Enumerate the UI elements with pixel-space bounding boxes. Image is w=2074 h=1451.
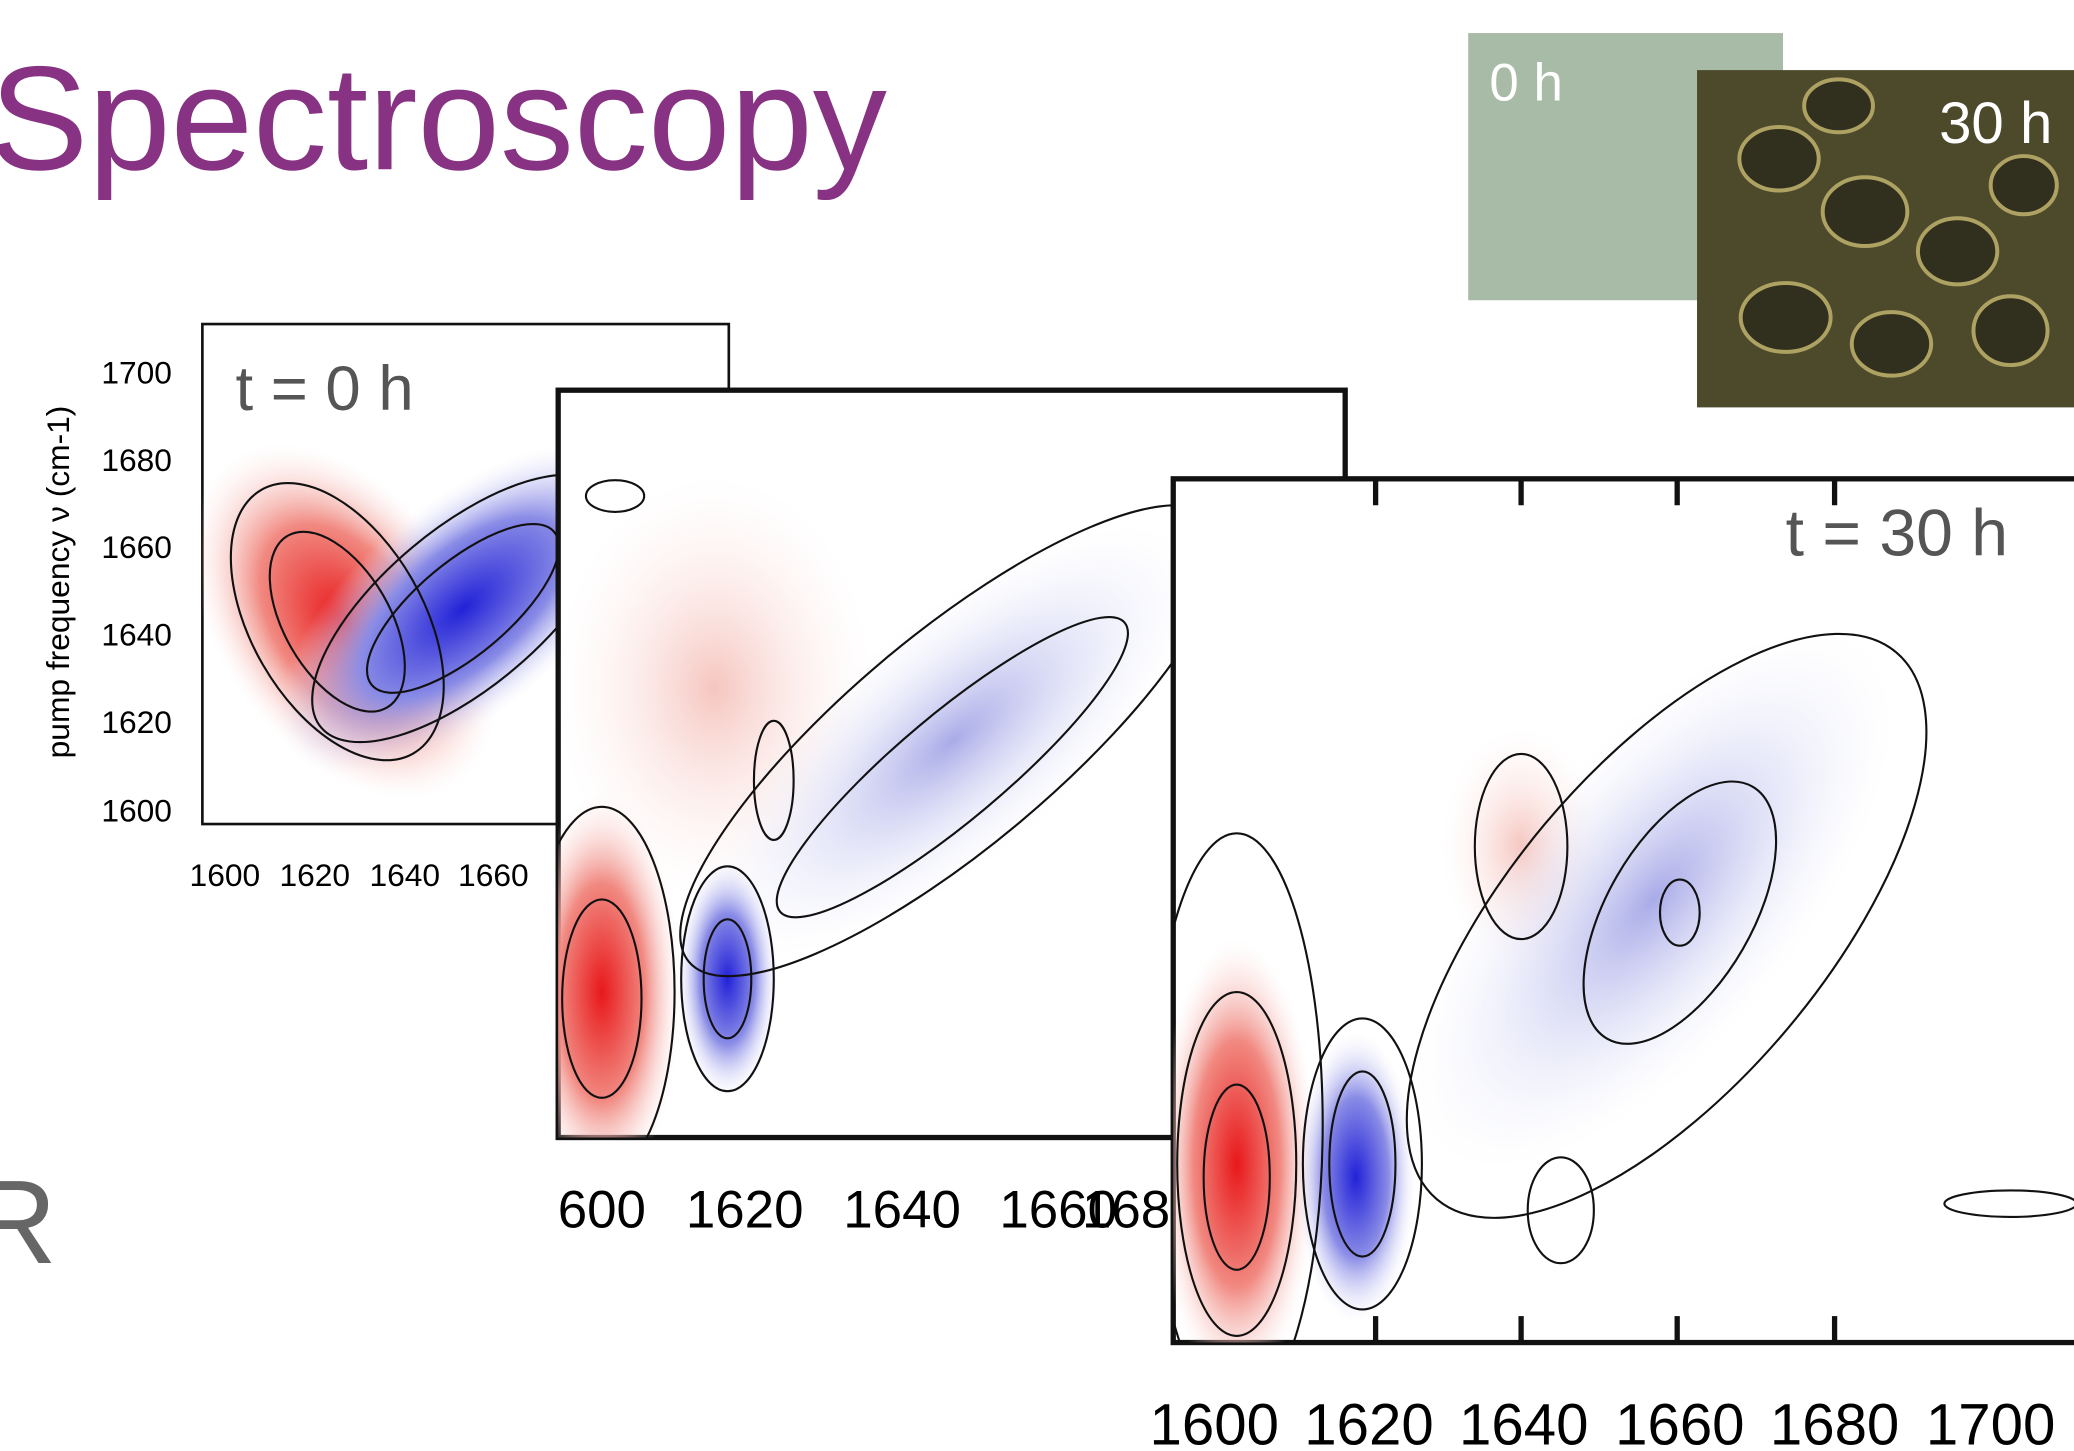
photo-30h (1697, 70, 2074, 408)
plot-panel: t = 30 h 1600 1620 1640 1660 1680 1700 (1150, 476, 2074, 1451)
x-tick-label: 1660 (458, 857, 529, 893)
y-tick-label: 1640 (101, 616, 172, 652)
x-tick-label: 1620 (1304, 1392, 1433, 1451)
x-tick-label: 1600 (1150, 1392, 1279, 1451)
y-tick-label: 1600 (101, 792, 172, 828)
y-tick-label: 1660 (101, 529, 172, 565)
photo-label: 30 h (1939, 91, 2052, 156)
slide-title: Spectroscopy (0, 36, 887, 201)
x-tick-label: 1600 (190, 857, 261, 893)
y-tick-label: 1620 (101, 704, 172, 740)
x-tick-label: 1700 (1926, 1392, 2055, 1451)
x-tick-label: 1660 (1615, 1392, 1744, 1451)
time-label: t = 0 h (235, 354, 413, 424)
x-tick-label: 1620 (280, 857, 351, 893)
x-tick-label: 600 (558, 1180, 646, 1239)
time-label: t = 30 h (1786, 497, 2008, 571)
x-tick-label: 1640 (369, 857, 440, 893)
x-tick-label: 1660 (999, 1180, 1117, 1239)
y-tick-label: 1680 (101, 442, 172, 478)
x-tick-label: 168 (1082, 1180, 1170, 1239)
edge-text: R (0, 1156, 57, 1289)
y-axis-label: pump frequency ν (cm-1) (40, 406, 76, 759)
photo-label: 0 h (1489, 54, 1563, 113)
x-tick-label: 1680 (1770, 1392, 1899, 1451)
y-tick-label: 1700 (101, 355, 172, 391)
x-tick-label: 1640 (1459, 1392, 1588, 1451)
x-tick-label: 1640 (843, 1180, 961, 1239)
x-tick-label: 1620 (686, 1180, 804, 1239)
